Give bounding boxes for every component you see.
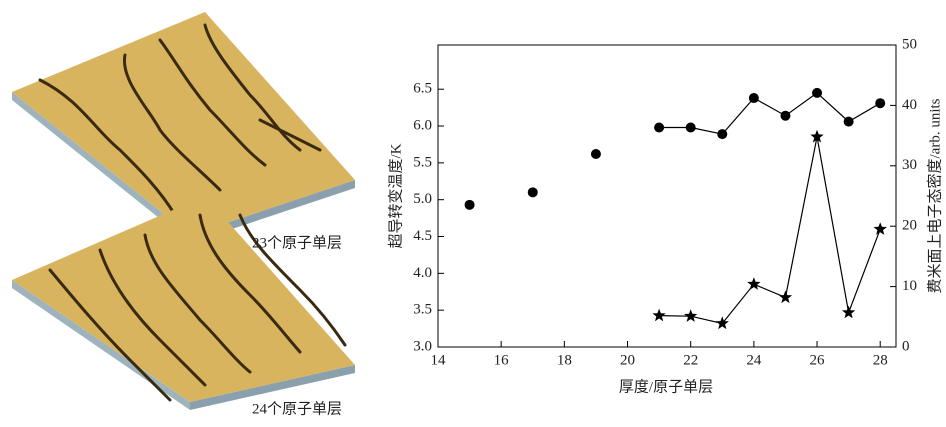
y-tick-label: 4.5 [413, 228, 432, 244]
y-tick-label: 6.0 [413, 117, 432, 133]
circle-marker [591, 149, 601, 159]
figure: 23个原子单层 24个原子单层 厚度/原子单层 超导转变温度/K 费米面上电子态… [0, 0, 946, 422]
circle-marker [875, 98, 885, 108]
x-tick-label: 18 [557, 352, 572, 368]
y-axis-title: 超导转变温度/K [387, 143, 404, 248]
star-marker [652, 309, 665, 322]
circle-marker [717, 129, 727, 139]
circle-marker [780, 111, 790, 121]
circle-marker [844, 117, 854, 127]
y2-axis-title: 费米面上电子态密度/arb. units [926, 98, 943, 293]
y-tick-label: 5.0 [413, 191, 432, 207]
x-tick-label: 26 [810, 352, 826, 368]
y2-tick-label: 0 [902, 338, 910, 354]
y-tick-label: 3.5 [413, 302, 432, 318]
stm-image-24 [12, 196, 355, 410]
y-tick-label: 4.0 [413, 265, 432, 281]
star-marker [842, 306, 855, 319]
y2-tick-label: 30 [902, 157, 917, 173]
circle-marker [812, 88, 822, 98]
panel-caption: 23个原子单层 [252, 234, 342, 251]
x-tick-label: 14 [431, 352, 447, 368]
star-marker [779, 291, 792, 304]
circle-marker [654, 122, 664, 132]
y2-tick-label: 10 [902, 278, 917, 294]
x-tick-label: 28 [873, 352, 888, 368]
y2-tick-label: 50 [902, 36, 917, 52]
x-tick-label: 22 [683, 352, 698, 368]
x-tick-label: 24 [746, 352, 762, 368]
x-tick-label: 16 [494, 352, 510, 368]
y-tick-label: 5.5 [413, 154, 432, 170]
circle-marker [465, 200, 475, 210]
panel-caption: 24个原子单层 [252, 400, 342, 417]
y2-tick-label: 20 [902, 218, 917, 234]
y2-tick-label: 40 [902, 97, 917, 113]
circle-marker [528, 187, 538, 197]
y-tick-label: 3.0 [413, 338, 432, 354]
circle-marker [686, 122, 696, 132]
series-line [659, 137, 880, 324]
x-tick-label: 20 [620, 352, 635, 368]
circle-marker [749, 93, 759, 103]
star-marker [810, 130, 823, 143]
star-marker [747, 277, 760, 290]
y-tick-label: 6.5 [413, 81, 432, 97]
x-axis-title: 厚度/原子单层 [619, 378, 713, 395]
star-marker [874, 222, 887, 235]
star-marker [684, 309, 697, 322]
